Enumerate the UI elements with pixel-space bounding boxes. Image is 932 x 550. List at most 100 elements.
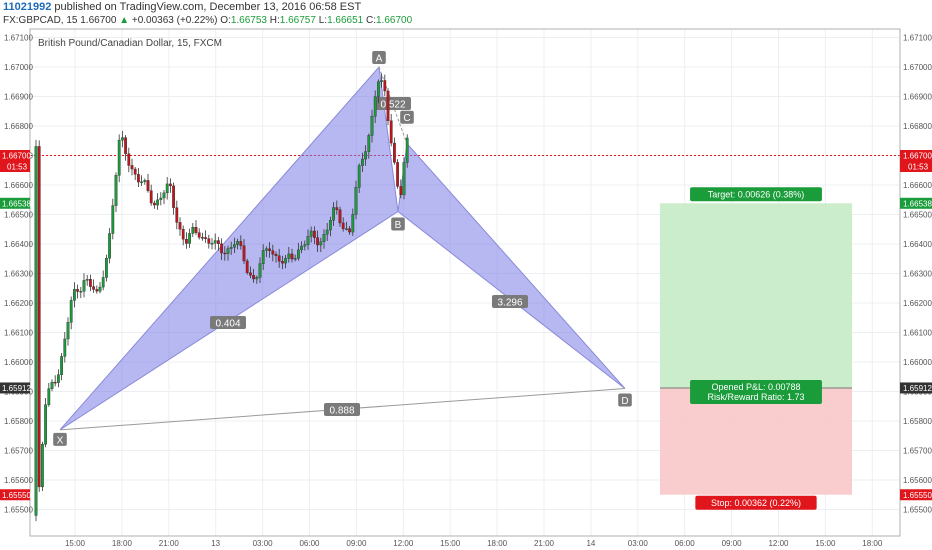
y-tick-left: 1.66900	[4, 93, 33, 102]
x-tick: 03:00	[628, 539, 649, 548]
candle-body	[232, 244, 236, 248]
candle-body	[335, 207, 339, 210]
candle-body	[165, 183, 169, 194]
price-label-left-bg	[0, 382, 30, 394]
target-label-bg	[690, 187, 822, 202]
low-label: L:	[318, 15, 328, 26]
candle-body	[50, 381, 54, 389]
y-tick-right: 1.65500	[903, 506, 932, 515]
point-c-label-bg	[400, 110, 414, 124]
harmonic-pattern[interactable]: X A B C D 0.404 0.522 3.296 0.888	[53, 51, 632, 446]
x-tick: 18:00	[112, 539, 133, 548]
y-axis-right: 1.67100 1.67000 1.66900 1.66800 1.66700 1.666…	[900, 34, 932, 515]
candle-body	[329, 220, 332, 231]
y-tick-right: 1.66400	[903, 240, 932, 249]
price-label-right-bg	[900, 489, 932, 501]
y-tick-right: 1.65700	[903, 447, 932, 456]
candle-body	[268, 248, 271, 251]
y-tick-right: 1.67000	[903, 63, 932, 72]
candle-body	[98, 286, 102, 292]
price-label-left-bg	[0, 197, 30, 209]
y-tick-right: 1.66300	[903, 270, 932, 279]
low-value: 1.66651	[327, 15, 364, 26]
y-tick-left: 1.65700	[4, 447, 33, 456]
ratio-bd: 3.296	[497, 298, 522, 309]
change-value: +0.00363 (+0.22%)	[131, 15, 218, 26]
candle-body	[101, 277, 105, 288]
candle-body	[194, 227, 198, 233]
y-tick-left: 1.65800	[4, 417, 33, 426]
candle-body	[271, 250, 275, 255]
ratio-xb: 0.404	[215, 319, 240, 330]
candle-body	[95, 289, 99, 292]
plot-frame	[29, 28, 901, 537]
x-tick: 12:00	[768, 539, 789, 548]
y-tick-left: 1.66200	[4, 299, 33, 308]
candle-body	[290, 253, 294, 260]
y-tick-right: 1.67100	[903, 34, 932, 43]
author-name[interactable]: 11021992	[3, 1, 52, 13]
candle-body	[242, 245, 246, 262]
candle-body	[172, 185, 175, 208]
point-c-label: C	[403, 113, 410, 124]
y-tick-right: 1.66000	[903, 358, 932, 367]
candle-body	[373, 96, 377, 117]
y-tick-left: 1.67100	[4, 34, 33, 43]
candle-body	[386, 90, 390, 121]
candle-body	[140, 181, 143, 183]
stop-label-bg	[695, 495, 817, 510]
y-tick-right: 1.66100	[903, 329, 932, 338]
candle-body	[159, 197, 163, 201]
price-label-left-bg	[0, 150, 30, 172]
candle-body	[370, 115, 374, 136]
candle-body	[402, 162, 406, 196]
candle-body	[152, 202, 156, 206]
high-value: 1.66757	[279, 15, 316, 26]
candle-body	[396, 162, 399, 187]
point-b-label: B	[395, 220, 402, 231]
candle-body	[37, 146, 41, 488]
y-tick-right: 1.66600	[903, 181, 932, 190]
candle-body	[226, 248, 230, 254]
y-axis-left: 1.67100 1.67000 1.66900 1.66800 1.66700 1.666…	[0, 34, 33, 515]
price-label-right-bg	[900, 197, 932, 209]
candle-body	[265, 248, 268, 251]
candle-body	[220, 243, 223, 254]
candle-body	[229, 247, 233, 249]
price-label-right: 1.66538	[903, 199, 932, 208]
candle-body	[377, 81, 380, 97]
candle-body	[117, 139, 121, 176]
candle-body	[168, 183, 172, 187]
publish-header: 11021992 published on TradingView.com, D…	[3, 1, 361, 13]
point-x-label: X	[57, 435, 64, 446]
x-tick: 13	[211, 539, 220, 548]
price-label-left: 1.66700	[2, 152, 31, 161]
x-tick: 09:00	[722, 539, 743, 548]
candle-body	[261, 250, 265, 264]
x-tick: 21:00	[534, 539, 555, 548]
y-tick-left: 1.66600	[4, 181, 33, 190]
point-d-label: D	[621, 396, 628, 407]
candle-body	[341, 222, 345, 229]
stop-zone	[660, 387, 852, 495]
y-tick-left: 1.65600	[4, 476, 33, 485]
publish-info: published on TradingView.com, December 1…	[54, 1, 362, 13]
pnl-label-text: Risk/Reward Ratio: 1.73	[707, 392, 804, 402]
price-label-left: 1.65550	[2, 491, 31, 500]
ratio-ac-bg	[375, 97, 411, 110]
point-d-label-bg	[618, 393, 632, 407]
candle-body	[306, 236, 310, 245]
x-tick: 18:00	[862, 539, 883, 548]
pnl-label-bg	[690, 379, 822, 404]
candle-body	[146, 180, 150, 191]
position-tool[interactable]: Target: 0.00626 (0.38%) Opened P&L: 0.007…	[660, 187, 852, 510]
chart-title: British Pound/Canadian Dollar, 15, FXCM	[38, 38, 222, 49]
x-tick: 15:00	[815, 539, 836, 548]
candle-body	[47, 388, 51, 405]
candle-body	[191, 227, 195, 234]
candle-body	[325, 229, 329, 235]
pnl-label-text: Opened P&L: 0.00788	[711, 382, 800, 392]
candle-body	[63, 338, 67, 357]
candle-body	[281, 261, 284, 264]
